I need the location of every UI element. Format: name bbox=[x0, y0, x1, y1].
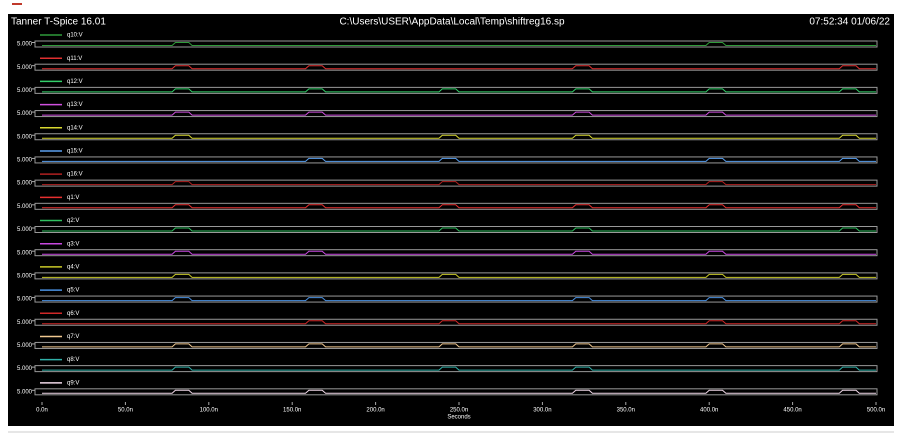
legend-label: q2:V bbox=[67, 218, 79, 224]
app-title: Tanner T-Spice 16.01 bbox=[11, 17, 106, 28]
x-axis-label: Seconds bbox=[447, 415, 470, 421]
y-tick-label: 5.000 bbox=[17, 111, 33, 117]
trace-frame bbox=[34, 179, 878, 187]
x-tick-label: 50.0n bbox=[118, 408, 133, 414]
y-tick-label: 5.000 bbox=[17, 158, 33, 164]
y-tick-label: 5.000 bbox=[17, 366, 33, 372]
y-tick-label: 5.000 bbox=[17, 65, 33, 71]
legend-label: q14:V bbox=[67, 125, 83, 131]
legend-label: q15:V bbox=[67, 149, 83, 155]
legend-label: q5:V bbox=[67, 288, 79, 294]
legend-label: q13:V bbox=[67, 102, 83, 108]
trace-frame bbox=[34, 295, 878, 303]
legend-label: q4:V bbox=[67, 264, 79, 270]
waveform bbox=[42, 250, 876, 255]
x-tick-label: 450.0n bbox=[783, 408, 801, 414]
x-tick-label: 350.0n bbox=[617, 408, 635, 414]
x-tick-label: 250.0n bbox=[450, 408, 468, 414]
trace-frame bbox=[34, 86, 878, 94]
trace-frame bbox=[34, 110, 878, 118]
waveform bbox=[42, 157, 876, 162]
waveform bbox=[42, 42, 876, 46]
x-tick-label: 400.0n bbox=[700, 408, 718, 414]
y-tick-label: 5.000 bbox=[17, 297, 33, 303]
legend-label: q16:V bbox=[67, 172, 83, 178]
x-tick-label: 500.0n bbox=[867, 408, 885, 414]
legend-label: q6:V bbox=[67, 311, 79, 317]
waveform bbox=[42, 297, 876, 302]
waveform bbox=[42, 389, 876, 394]
y-tick-label: 5.000 bbox=[17, 204, 33, 210]
y-tick-label: 5.000 bbox=[17, 181, 33, 187]
waveform bbox=[42, 134, 876, 139]
waveform bbox=[42, 320, 876, 325]
trace-frame bbox=[34, 40, 878, 48]
trace-frame bbox=[34, 156, 878, 164]
legend-label: q12:V bbox=[67, 79, 83, 85]
trace-frame bbox=[34, 272, 878, 280]
y-tick-label: 5.000 bbox=[17, 42, 33, 48]
legend-label: q3:V bbox=[67, 241, 79, 247]
y-tick-label: 5.000 bbox=[17, 134, 33, 140]
y-tick-label: 5.000 bbox=[17, 88, 33, 94]
y-tick-label: 5.000 bbox=[17, 227, 33, 233]
app-icon bbox=[12, 3, 22, 5]
plot-area bbox=[8, 14, 894, 426]
waveform bbox=[42, 343, 876, 348]
trace-frame bbox=[34, 202, 878, 210]
waveform bbox=[42, 88, 876, 93]
legend-label: q11:V bbox=[67, 56, 82, 62]
file-path: C:\Users\USER\AppData\Local\Temp\shiftre… bbox=[339, 17, 565, 28]
legend-label: q8:V bbox=[67, 357, 79, 363]
legend-label: q1:V bbox=[67, 195, 79, 201]
trace-frame bbox=[34, 249, 878, 257]
timestamp: 07:52:34 01/06/22 bbox=[809, 17, 890, 28]
legend-label: q7:V bbox=[67, 334, 79, 340]
y-tick-label: 5.000 bbox=[17, 343, 33, 349]
waveform bbox=[42, 65, 876, 70]
waveform bbox=[42, 204, 876, 209]
x-tick-label: 150.0n bbox=[283, 408, 301, 414]
x-tick-label: 0.0n bbox=[36, 408, 48, 414]
trace-frame bbox=[34, 388, 878, 396]
legend-label: q9:V bbox=[67, 380, 79, 386]
legend-label: q10:V bbox=[67, 33, 83, 39]
y-tick-label: 5.000 bbox=[17, 273, 33, 279]
x-tick-label: 300.0n bbox=[533, 408, 551, 414]
waveform bbox=[42, 111, 876, 116]
waveform bbox=[42, 227, 876, 232]
waveform bbox=[42, 273, 876, 278]
trace-frame bbox=[34, 63, 878, 71]
y-tick-label: 5.000 bbox=[17, 250, 33, 256]
trace-frame bbox=[34, 318, 878, 326]
y-tick-label: 5.000 bbox=[17, 389, 33, 395]
x-tick-label: 100.0n bbox=[200, 408, 218, 414]
trace-frame bbox=[34, 133, 878, 141]
y-tick-label: 5.000 bbox=[17, 320, 33, 326]
x-tick-label: 200.0n bbox=[366, 408, 384, 414]
waveform bbox=[42, 181, 876, 186]
waveform bbox=[42, 366, 876, 371]
trace-frame bbox=[34, 226, 878, 233]
trace-frame bbox=[34, 341, 878, 349]
trace-frame bbox=[34, 365, 878, 373]
